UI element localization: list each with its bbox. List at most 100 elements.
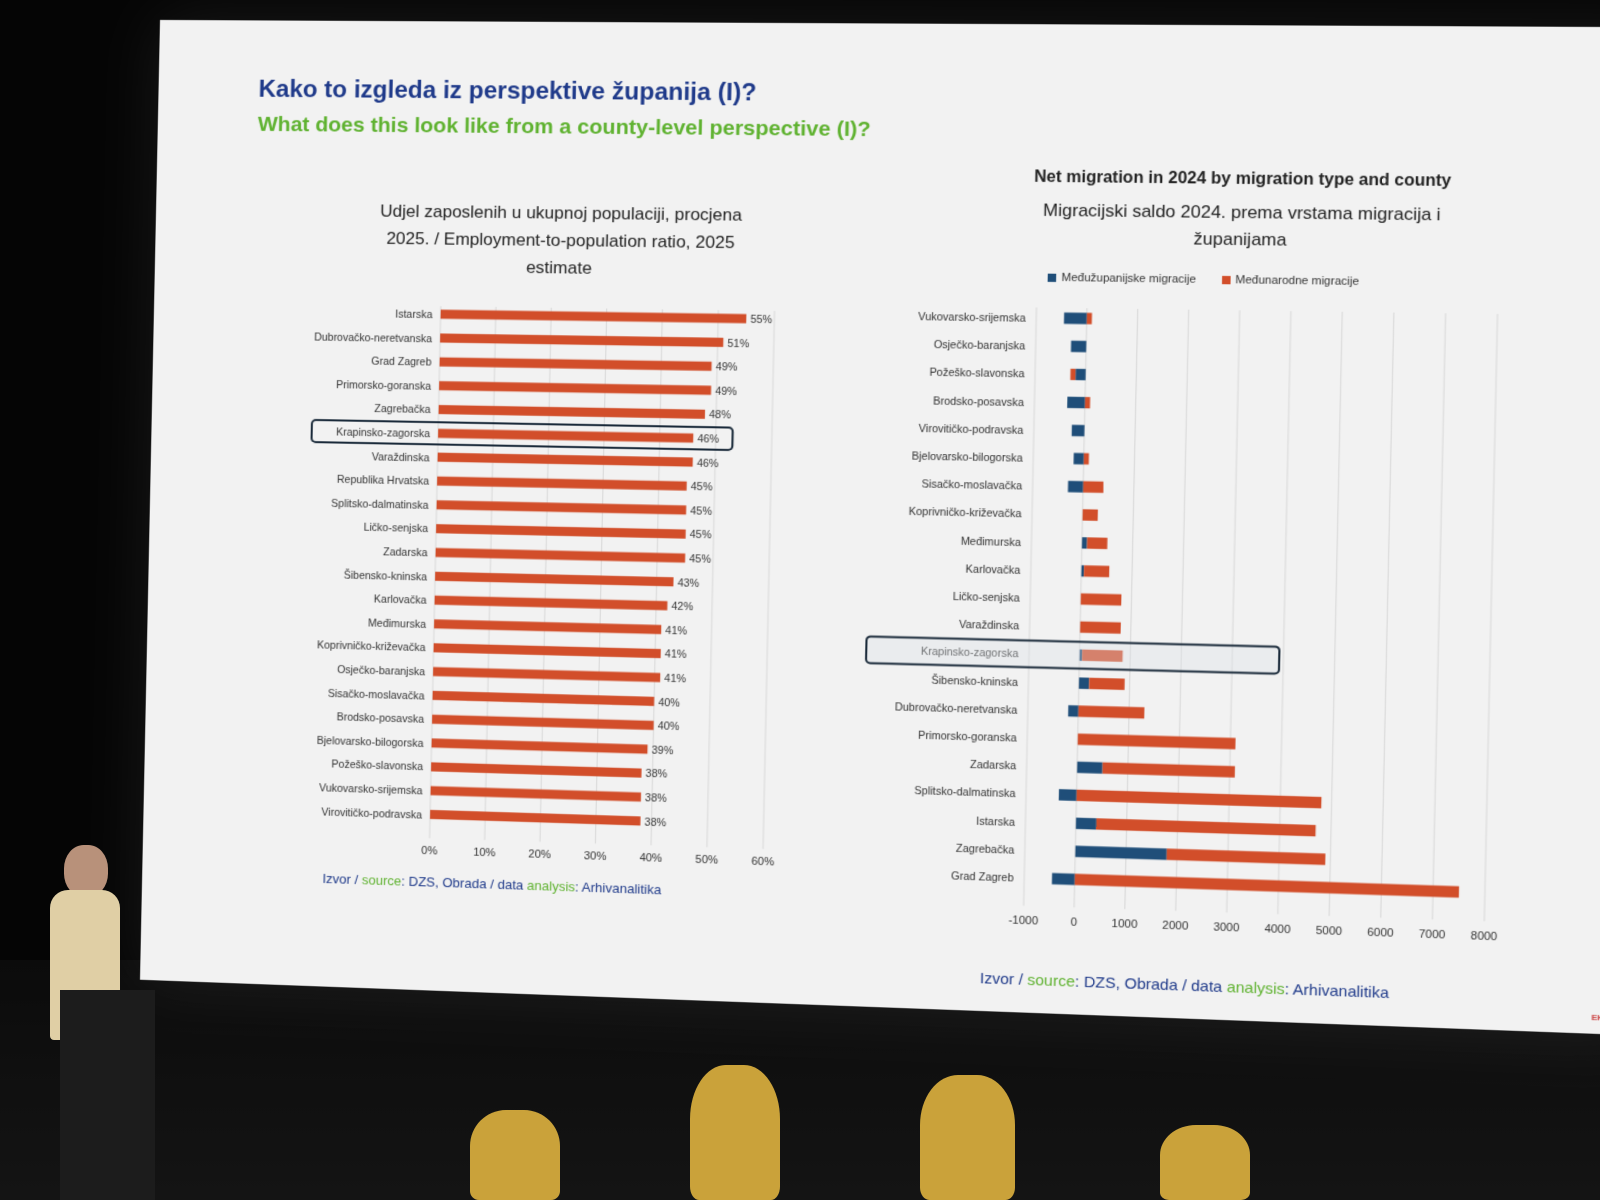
category-label: Varaždinska — [959, 620, 1019, 633]
data-label: 48% — [709, 410, 731, 422]
category-label: Koprivničko-križevačka — [317, 641, 426, 655]
category-label: Međimurska — [368, 618, 426, 631]
data-label: 49% — [716, 362, 738, 374]
x-tick-label: 30% — [584, 850, 607, 863]
category-label: Grad Zagreb — [371, 357, 432, 369]
migration-bar — [1077, 733, 1236, 750]
data-label: 40% — [658, 697, 680, 709]
migration-bar — [1083, 453, 1089, 465]
x-tick-label: 2000 — [1162, 920, 1188, 933]
migration-bar — [1166, 848, 1326, 866]
category-label: Dubrovačko-neretvanska — [895, 702, 1018, 717]
migration-bar — [1080, 593, 1122, 606]
employment-bar — [439, 357, 712, 371]
migration-bar — [1067, 480, 1084, 493]
data-label: 46% — [697, 434, 719, 446]
category-label: Splitsko-dalmatinska — [914, 786, 1016, 800]
category-label: Zadarska — [970, 760, 1016, 773]
data-label: 55% — [750, 315, 772, 327]
data-label: 45% — [691, 482, 713, 494]
migration-bar — [1082, 509, 1098, 521]
migration-bar — [1086, 312, 1093, 325]
gridline — [1381, 313, 1394, 918]
category-label: Primorsko-goranska — [918, 731, 1017, 745]
category-label: Požeško-slavonska — [929, 368, 1025, 381]
migration-bar — [1080, 621, 1121, 634]
source-text: Izvor / — [322, 870, 363, 888]
migration-bar — [1070, 368, 1076, 381]
data-label: 41% — [665, 650, 687, 662]
data-label: 42% — [671, 602, 693, 614]
chair — [920, 1075, 1015, 1200]
migration-bar — [1102, 762, 1235, 778]
migration-bar — [1084, 396, 1091, 409]
category-label: Brodsko-posavska — [337, 712, 425, 726]
migration-bar — [1081, 537, 1088, 549]
category-label: Zadarska — [383, 547, 428, 559]
x-tick-label: 4000 — [1264, 923, 1291, 936]
data-label: 49% — [715, 386, 737, 398]
x-tick-label: 8000 — [1471, 930, 1498, 943]
category-label: Istarska — [395, 309, 433, 321]
data-label: 40% — [658, 721, 680, 733]
migration-bar — [1067, 396, 1086, 409]
source-text: source — [361, 872, 402, 889]
migration-bar — [1096, 818, 1316, 837]
category-label: Bjelovarsko-bilogorska — [912, 451, 1023, 464]
category-label: Vukovarsko-srijemska — [918, 312, 1026, 325]
highlight-box — [866, 636, 1279, 673]
migration-bar — [1051, 872, 1075, 886]
source-text: analysis — [526, 877, 576, 895]
source-text: Izvor / — [979, 969, 1028, 990]
category-label: Karlovačka — [965, 564, 1020, 577]
gridline — [1176, 310, 1189, 911]
data-label: 45% — [690, 530, 712, 542]
source-text: analysis — [1226, 978, 1285, 999]
data-label: 38% — [645, 769, 667, 781]
category-label: Zagrebačka — [374, 404, 431, 416]
x-tick-label: 60% — [751, 856, 774, 869]
migration-bar — [1058, 789, 1077, 801]
gridline — [1227, 310, 1240, 912]
category-label: Zagrebačka — [956, 843, 1015, 856]
migration-bar — [1075, 817, 1097, 830]
category-label: Bjelovarsko-bilogorska — [317, 736, 424, 750]
lectern — [60, 990, 155, 1200]
migration-bar — [1068, 705, 1079, 717]
category-label: Osječko-baranjska — [337, 665, 425, 678]
migration-bar — [1078, 677, 1090, 690]
category-label: Brodsko-posavska — [933, 396, 1024, 409]
migration-bar — [1083, 565, 1110, 578]
category-label: Karlovačka — [374, 595, 427, 607]
gridline — [1484, 314, 1497, 921]
category-label: Ličko-senjska — [364, 523, 429, 536]
migration-bar — [1081, 565, 1085, 577]
x-tick-label: 1000 — [1111, 918, 1137, 931]
gridline — [1278, 311, 1291, 914]
projection-screen: Kako to izgleda iz perspektive županija … — [139, 19, 1600, 1036]
category-label: Varaždinska — [372, 452, 430, 464]
category-label: Šibensko-kninska — [344, 568, 428, 583]
category-label: Međimurska — [961, 536, 1022, 549]
category-label: Koprivničko-križevačka — [909, 507, 1022, 521]
x-tick-label: 7000 — [1419, 928, 1446, 941]
employment-bar — [440, 309, 747, 324]
category-label: Virovitičko-podravska — [321, 807, 422, 821]
migration-bar — [1075, 845, 1167, 860]
category-label: Vukovarsko-srijemska — [319, 783, 423, 797]
chair — [690, 1065, 780, 1200]
data-label: 39% — [652, 745, 674, 757]
gridline — [1125, 309, 1138, 909]
x-tick-label: 40% — [639, 852, 662, 865]
x-tick-label: -1000 — [1008, 914, 1038, 927]
category-label: Požeško-slavonska — [331, 760, 423, 774]
data-label: 45% — [689, 554, 711, 566]
migration-bar — [1077, 761, 1103, 774]
x-tick-label: 6000 — [1367, 927, 1394, 940]
category-label: Krapinsko-zagorska — [921, 647, 1019, 661]
migration-bar — [1071, 424, 1085, 437]
source-text: source — [1027, 971, 1076, 991]
data-label: 51% — [727, 338, 749, 350]
x-tick-label: 20% — [528, 848, 551, 861]
migration-bar — [1076, 789, 1322, 809]
